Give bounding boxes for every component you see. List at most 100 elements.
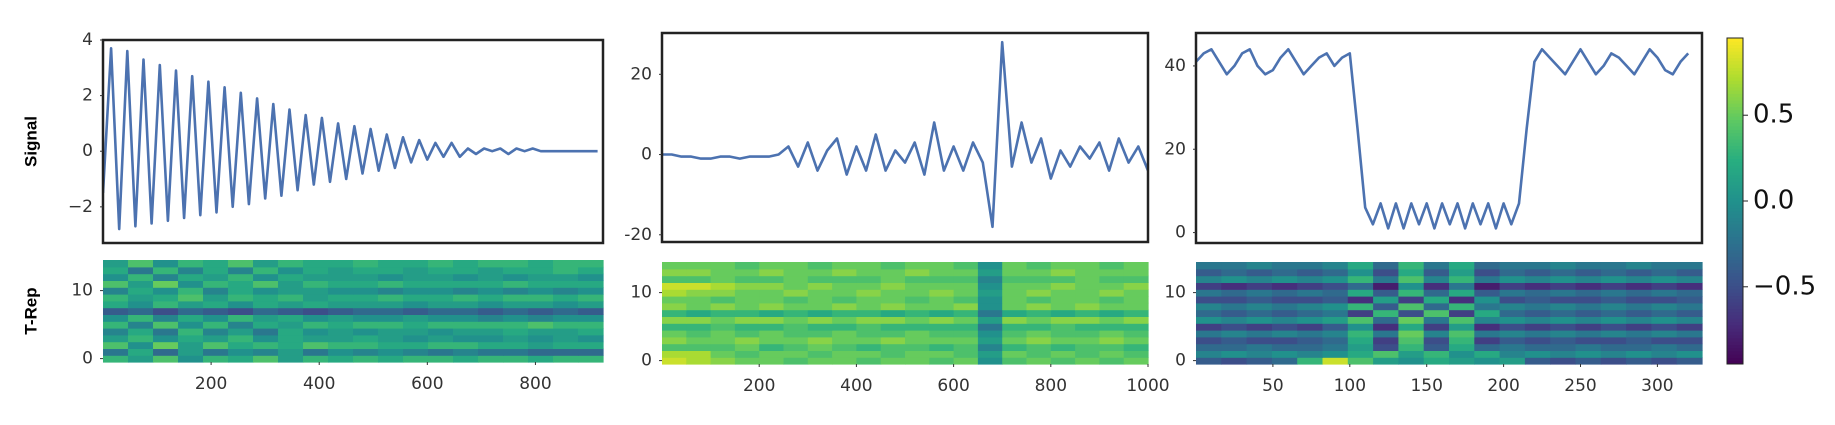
x-tick-label: 150 xyxy=(1410,376,1442,396)
heatmap-cell xyxy=(1600,316,1627,324)
colorbar-step xyxy=(1727,292,1743,297)
heatmap-cell xyxy=(178,280,204,288)
heatmap-cell xyxy=(1002,296,1028,304)
heatmap-cell xyxy=(403,300,429,309)
heatmap-cell xyxy=(203,294,229,302)
colorbar-step xyxy=(1727,240,1743,244)
colorbar-step xyxy=(1727,217,1743,222)
colorbar-step xyxy=(1727,64,1743,68)
heatmap-cell xyxy=(1271,309,1298,317)
heatmap-cell xyxy=(228,328,254,336)
heatmap-cell xyxy=(1676,357,1703,365)
heatmap-cell xyxy=(1600,289,1627,297)
y-tick-label: -20 xyxy=(624,225,652,245)
heatmap-cell xyxy=(403,328,429,336)
heatmap-cell xyxy=(378,314,404,322)
colorbar-step xyxy=(1727,197,1743,202)
heatmap-cell xyxy=(1600,262,1627,270)
colorbar-step xyxy=(1727,344,1743,349)
x-tick-label: 1000 xyxy=(1126,376,1169,396)
heatmap-cell xyxy=(783,302,809,311)
y-tick-label: 2 xyxy=(82,86,93,106)
heatmap-cell xyxy=(1002,343,1028,351)
heatmap-cell xyxy=(1499,336,1526,345)
heatmap-cell xyxy=(103,334,129,343)
x-tick-label: 600 xyxy=(411,374,443,394)
heatmap-cell xyxy=(478,300,504,309)
heatmap-cell xyxy=(378,348,404,356)
heatmap-cell xyxy=(228,266,254,275)
heatmap-cell xyxy=(880,302,906,311)
heatmap-cell xyxy=(1398,316,1425,324)
heatmap-cell xyxy=(1449,302,1475,311)
colorbar-step xyxy=(1727,178,1743,182)
signal-line xyxy=(103,47,598,231)
heatmap-cell xyxy=(428,348,454,356)
heatmap-cell xyxy=(880,350,906,358)
heatmap-cell xyxy=(278,280,304,288)
heatmap-cell xyxy=(1524,268,1551,277)
colorbar-step xyxy=(1727,132,1743,137)
heatmap-cell xyxy=(478,260,504,268)
heatmap-cell xyxy=(686,343,712,351)
heatmap-cell xyxy=(1474,309,1501,317)
heatmap-cell xyxy=(453,300,479,309)
heatmap-cell xyxy=(807,262,833,270)
heatmap-cell xyxy=(1271,302,1298,311)
heatmap-cell xyxy=(662,323,687,331)
colorbar-step xyxy=(1727,135,1743,140)
heatmap-cell xyxy=(977,262,1003,270)
colorbar-step xyxy=(1727,158,1743,163)
colorbar-step xyxy=(1727,201,1743,205)
heatmap-cell xyxy=(403,334,429,343)
heatmap-cell xyxy=(228,314,254,322)
heatmap-cell xyxy=(103,355,129,363)
heatmap-cell xyxy=(1499,316,1526,324)
heatmap-cell xyxy=(153,300,179,309)
heatmap-cell xyxy=(1221,357,1248,365)
heatmap-cell xyxy=(1474,316,1501,324)
heatmap-cell xyxy=(1626,350,1652,358)
heatmap-cell xyxy=(1499,309,1526,317)
heatmap-cell xyxy=(1050,289,1076,297)
heatmap-cell xyxy=(103,348,129,356)
heatmap-cell xyxy=(303,260,329,268)
y-tick-label: 10 xyxy=(71,281,93,301)
x-tick-label: 50 xyxy=(1262,376,1284,396)
heatmap-cell xyxy=(880,357,906,365)
heatmap-cell xyxy=(734,343,760,351)
heatmap-cell xyxy=(428,273,454,281)
heatmap-cell xyxy=(1271,268,1298,277)
heatmap-cell xyxy=(203,300,229,309)
heatmap-cell xyxy=(1550,323,1577,331)
heatmap-cell xyxy=(1499,289,1526,297)
heatmap-cell xyxy=(905,350,930,358)
colorbar-step xyxy=(1727,321,1743,326)
heatmap-cell xyxy=(686,268,712,277)
heatmap-cell xyxy=(1002,330,1028,338)
heatmap-cell xyxy=(1322,296,1349,304)
heatmap-cell xyxy=(710,302,736,311)
heatmap-cell xyxy=(880,336,906,345)
heatmap-cell xyxy=(278,334,304,343)
heatmap-cell xyxy=(553,294,579,302)
heatmap-cell xyxy=(977,289,1003,297)
heatmap-cell xyxy=(1196,268,1222,277)
heatmap-cell xyxy=(103,307,129,315)
heatmap-cell xyxy=(553,287,579,295)
heatmap-cell xyxy=(1626,336,1652,345)
heatmap-cell xyxy=(1676,350,1703,358)
colorbar-step xyxy=(1727,67,1743,72)
heatmap-cell xyxy=(783,296,809,304)
heatmap-cell xyxy=(1347,268,1374,277)
heatmap-cell xyxy=(662,302,687,311)
heatmap-cell xyxy=(953,282,979,290)
heatmap-cell xyxy=(1600,282,1627,290)
heatmap-cell xyxy=(929,309,955,317)
heatmap-cell xyxy=(403,307,429,315)
heatmap-cell xyxy=(1099,309,1125,317)
heatmap-cell xyxy=(905,302,930,311)
heatmap-cell xyxy=(253,300,279,309)
heatmap-cell xyxy=(1002,289,1028,297)
